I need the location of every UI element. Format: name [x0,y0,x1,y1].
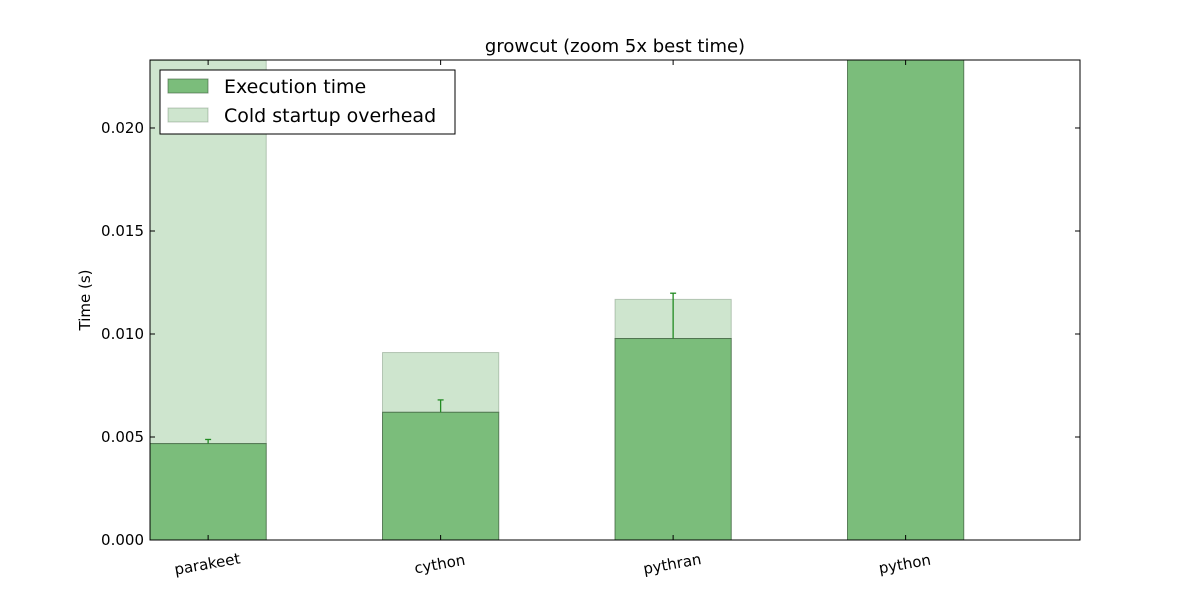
bar-execution-python [847,60,965,540]
chart-title: growcut (zoom 5x best time) [485,36,745,57]
y-tick-label: 0.020 [101,119,144,137]
legend-swatch-execution-time [167,78,209,94]
y-axis-ticks: 0.000 0.005 0.010 0.015 0.020 [101,119,1080,549]
x-axis-ticks: parakeet cython pythran python [173,60,932,579]
x-tick-label-cython: cython [413,551,467,578]
plot-frame [149,59,1081,541]
y-tick-label: 0.005 [101,428,144,446]
legend-swatch-cold-startup-overhead [167,107,209,123]
y-axis-label: Time (s) [76,270,94,332]
error-bar-pythran [670,292,677,339]
bar-execution-cython [382,411,500,540]
y-tick-label: 0.010 [101,325,144,343]
x-tick-label-parakeet: parakeet [173,549,242,578]
bars-group [150,60,965,540]
bar-execution-pythran [614,338,732,540]
legend-label-execution-time: Execution time [224,76,366,98]
y-tick-label: 0.000 [101,531,144,549]
error-bar-cython [437,399,444,413]
y-tick-label: 0.015 [101,222,144,240]
legend-box [159,69,456,135]
x-tick-label-pythran: pythran [642,550,703,578]
legend-label-cold-startup-overhead: Cold startup overhead [224,105,436,127]
bar-execution-parakeet [150,443,267,540]
error-bar-parakeet [205,438,212,444]
error-bars-group [205,292,677,444]
x-tick-label-python: python [877,551,932,578]
legend: Execution time Cold startup overhead [159,69,456,135]
